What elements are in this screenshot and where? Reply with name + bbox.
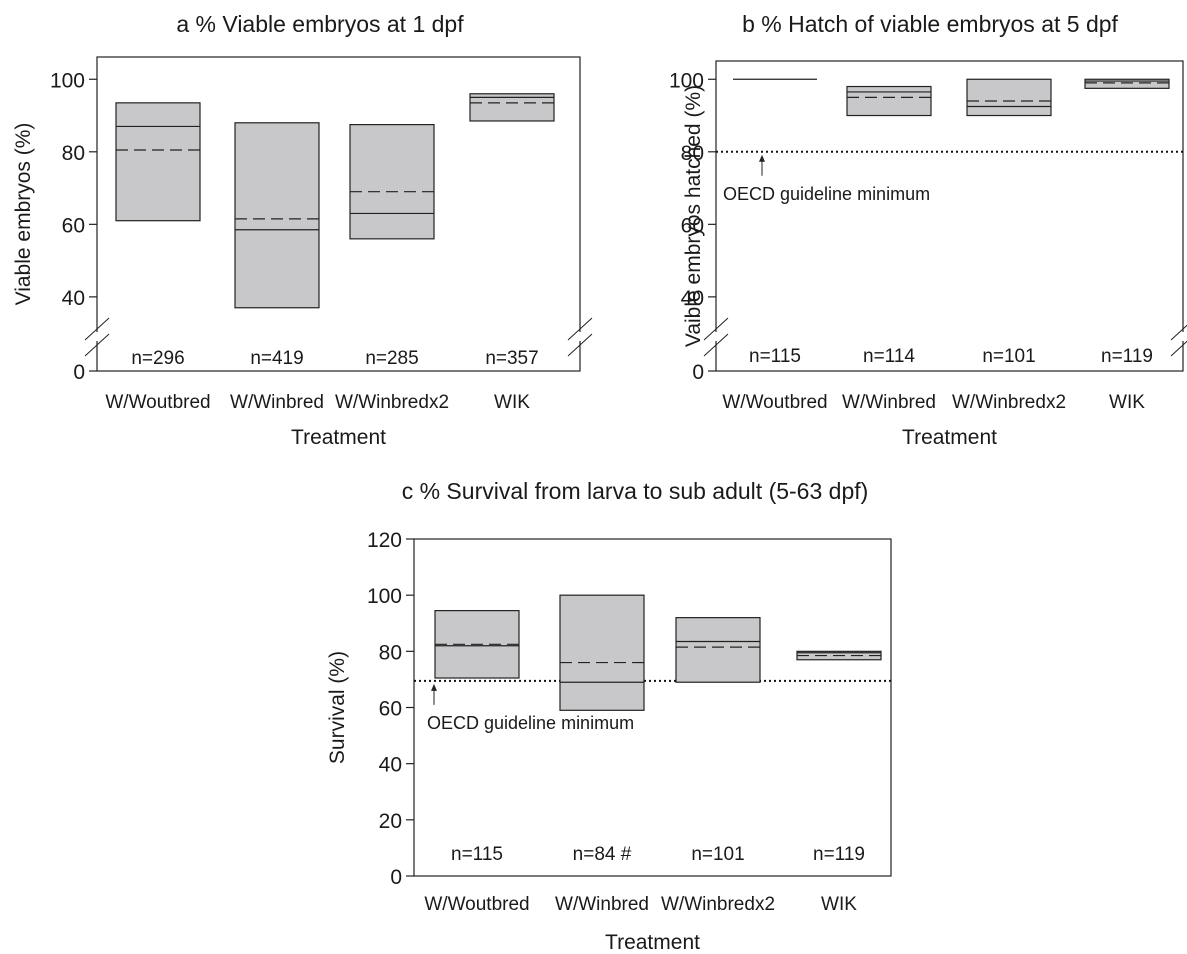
y-tick-label: 100 xyxy=(50,69,85,92)
plot-frame xyxy=(413,538,892,877)
plot-frame xyxy=(715,60,1184,372)
axis-break-mark-right xyxy=(567,333,593,357)
n-label: n=357 xyxy=(485,348,538,369)
y-tick-label: 0 xyxy=(390,866,402,889)
y-tick-label: 0 xyxy=(73,361,85,384)
box-2 xyxy=(675,617,761,683)
reference-arrowhead xyxy=(759,154,765,162)
x-tick-label: W/Winbredx2 xyxy=(335,392,449,413)
n-label: n=101 xyxy=(982,346,1035,367)
x-tick-label: W/Winbred xyxy=(842,392,936,413)
y-tick-label: 100 xyxy=(367,585,402,608)
y-tick-label: 80 xyxy=(681,142,704,165)
axis-break-mark-right xyxy=(1170,340,1187,357)
y-tick-label: 60 xyxy=(681,214,704,237)
axis-break-mark-right xyxy=(567,317,593,341)
axis-break-mark-left xyxy=(703,317,729,341)
chart-panel-b: b % Hatch of viable embryos at 5 dpf 0 40 6… xyxy=(669,11,1187,449)
y-tick-label: 40 xyxy=(681,287,704,310)
plot-frame xyxy=(96,56,581,372)
x-tick-label: W/Winbredx2 xyxy=(952,392,1066,413)
n-label: n=119 xyxy=(813,844,865,865)
n-label: n=419 xyxy=(250,348,303,369)
axis-break-gap-right xyxy=(574,332,586,341)
box-1 xyxy=(846,85,932,117)
x-axis-label: Treatment xyxy=(902,426,997,449)
y-axis-label: Survival (%) xyxy=(326,651,349,764)
axis-break-mark-left xyxy=(84,333,110,357)
box-0 xyxy=(115,102,201,222)
y-tick-label: 80 xyxy=(62,142,85,165)
x-tick-label: W/Winbredx2 xyxy=(661,894,775,915)
box-2 xyxy=(349,123,435,240)
x-tick-label: W/Winbred xyxy=(230,392,324,413)
axis-break-gap-left xyxy=(91,332,103,341)
y-axis-label: Vaible embryos hatched (%) xyxy=(682,85,705,347)
chart-title: c % Survival from larva to sub adult (5-… xyxy=(402,478,869,504)
y-tick-label: 60 xyxy=(379,698,402,721)
x-tick-label: W/Woutbred xyxy=(424,894,529,915)
box-2 xyxy=(966,78,1052,117)
reference-arrowhead xyxy=(431,683,437,691)
n-label: n=296 xyxy=(131,348,184,369)
y-tick-label: 80 xyxy=(379,641,402,664)
x-tick-label: WIK xyxy=(821,894,857,915)
n-label: n=115 xyxy=(749,346,801,367)
n-label: n=84 # xyxy=(573,844,632,865)
y-tick-label: 40 xyxy=(62,287,85,310)
reference-line-label: OECD guideline minimum xyxy=(723,184,930,204)
y-tick-label: 40 xyxy=(379,754,402,777)
x-tick-label: W/Woutbred xyxy=(722,392,827,413)
axis-break-gap-right xyxy=(1177,332,1187,341)
x-tick-label: WIK xyxy=(1109,392,1145,413)
n-label: n=114 xyxy=(863,346,915,367)
y-tick-label: 20 xyxy=(379,810,402,833)
chart-title: b % Hatch of viable embryos at 5 dpf xyxy=(742,11,1118,37)
n-label: n=115 xyxy=(451,844,503,865)
box-1 xyxy=(234,122,320,309)
y-tick-label: 100 xyxy=(669,69,704,92)
y-tick-label: 60 xyxy=(62,214,85,237)
x-axis-label: Treatment xyxy=(291,426,386,449)
n-label: n=119 xyxy=(1101,346,1153,367)
y-axis-label: Viable embryos (%) xyxy=(12,123,35,306)
box-3 xyxy=(469,93,555,122)
chart-panel-a: a % Viable embryos at 1 dpf 0 40 60 80 100 Via… xyxy=(12,11,593,449)
x-tick-label: WIK xyxy=(494,392,530,413)
n-label: n=285 xyxy=(365,348,418,369)
x-tick-label: W/Winbred xyxy=(555,894,649,915)
chart-title: a % Viable embryos at 1 dpf xyxy=(176,11,464,37)
box-1 xyxy=(559,594,645,711)
box-3 xyxy=(1084,78,1170,89)
axis-break-mark-right xyxy=(1170,324,1187,341)
y-tick-label: 0 xyxy=(692,361,704,384)
axis-break-gap-left xyxy=(710,332,722,341)
chart-panel-c: c % Survival from larva to sub adult (5-… xyxy=(326,478,892,954)
n-label: n=101 xyxy=(691,844,744,865)
x-tick-label: W/Woutbred xyxy=(105,392,210,413)
axis-break-mark-left xyxy=(84,317,110,341)
x-axis-label: Treatment xyxy=(605,931,700,954)
axis-break-mark-left xyxy=(703,333,729,357)
y-tick-label: 120 xyxy=(367,529,402,552)
reference-line-label: OECD guideline minimum xyxy=(427,713,634,733)
